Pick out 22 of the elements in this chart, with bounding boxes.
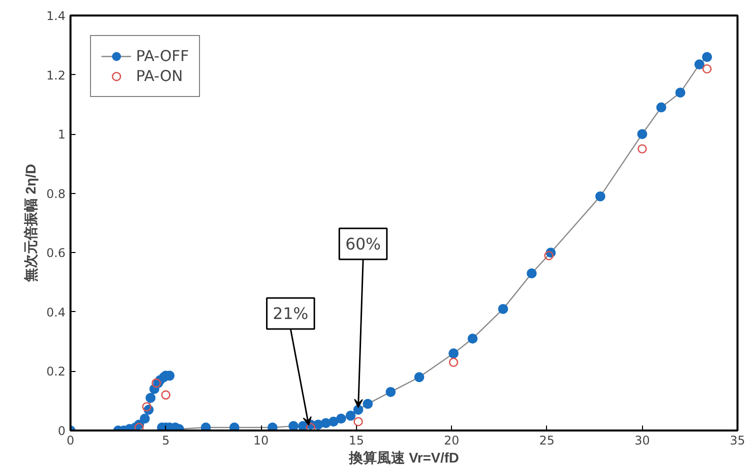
legend-label: PA-OFF [136,47,189,65]
x-tick-label: 20 [444,434,460,448]
x-tick-label: 15 [348,434,364,448]
y-tick-label: 1.2 [46,68,66,82]
y-tick-label: 1.4 [46,9,66,23]
x-tick-label: 35 [730,434,746,448]
annotation: 21% [272,304,308,323]
x-tick-label: 25 [539,434,555,448]
x-tick-label: 0 [66,434,74,448]
annotation: 60% [345,234,381,254]
y-tick-label: 1 [58,128,66,142]
x-tick-label: 10 [253,434,269,448]
y-tick-label: 0.2 [46,364,66,379]
y-tick-label: 0.4 [46,305,66,320]
y-tick-label: 0.8 [46,186,66,201]
legend-label: PA-ON [136,67,183,85]
x-tick-label: 5 [162,434,170,448]
y-tick-label: 0.6 [46,246,66,260]
y-tick-label: 0 [58,424,66,438]
y-axis-title: 無次元倍振幅 2η/D [22,164,38,284]
x-tick-label: 30 [634,434,650,448]
x-axis-title: 換算風速 Vr=V/fD [348,450,460,466]
